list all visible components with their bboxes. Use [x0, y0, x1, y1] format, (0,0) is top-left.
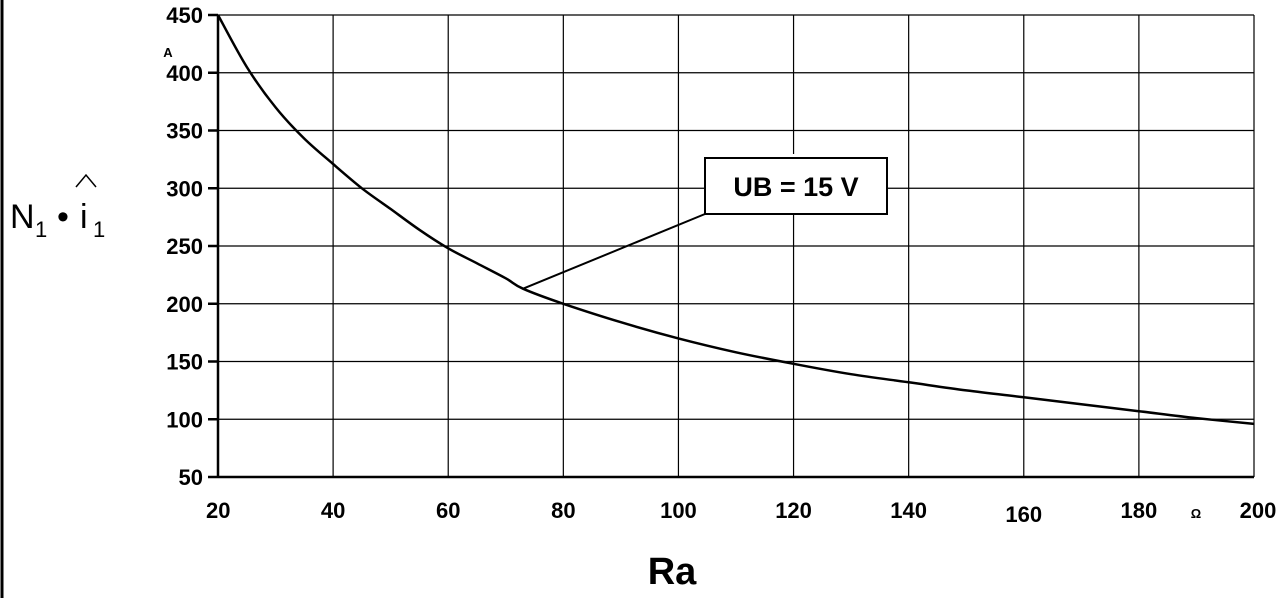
y-axis-unit: A	[163, 45, 173, 60]
x-tick-labels: 20 40 60 80 100 120 140 160 180 200	[206, 498, 1276, 527]
y-tick-labels: 50 100 150 200 250 300 350 400 450	[166, 3, 203, 490]
y-tick-label: 250	[166, 234, 203, 259]
x-tick-label: 20	[206, 498, 230, 523]
x-tick-label: 180	[1121, 498, 1158, 523]
series-curve	[216, 14, 1255, 426]
annotation-leader-line	[522, 213, 706, 290]
y-tick-label: 400	[166, 61, 203, 86]
y-tick-label: 350	[166, 119, 203, 144]
plot-frame	[208, 13, 1254, 479]
y-axis-label-n-sub: 1	[35, 217, 47, 242]
y-axis-label: N 1 • i 1	[10, 173, 105, 242]
x-tick-label: 60	[436, 498, 460, 523]
x-axis-label: Ra	[648, 551, 697, 593]
y-axis-label-i-sub: 1	[93, 217, 105, 242]
x-tick-label: 140	[890, 498, 927, 523]
x-axis-unit: Ω	[1191, 506, 1201, 521]
x-tick-label: 100	[660, 498, 697, 523]
y-tick-label: 450	[166, 3, 203, 28]
y-tick-label: 50	[179, 465, 203, 490]
x-tick-label: 200	[1240, 498, 1277, 523]
x-tick-label: 120	[775, 498, 812, 523]
y-tick-label: 150	[166, 350, 203, 375]
y-axis-label-hat	[75, 173, 97, 188]
y-tick-label: 100	[166, 407, 203, 432]
x-tick-label: 80	[551, 498, 575, 523]
x-tick-label: 160	[1005, 502, 1042, 527]
annotation-box	[704, 157, 888, 215]
x-tick-label: 40	[321, 498, 345, 523]
y-axis-label-dot: •	[57, 198, 69, 236]
grid	[217, 14, 1255, 478]
y-axis-label-i: i	[80, 198, 88, 236]
y-tick-label: 300	[166, 176, 203, 201]
y-axis-label-n: N	[10, 198, 35, 236]
y-tick-label: 200	[166, 292, 203, 317]
annotation-text: UB = 15 V	[733, 172, 858, 202]
